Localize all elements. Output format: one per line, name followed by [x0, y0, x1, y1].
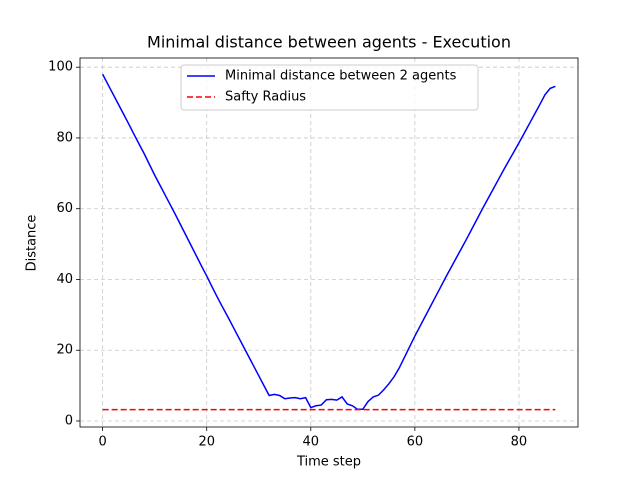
- legend-label: Safty Radius: [225, 90, 306, 105]
- x-tick-label: 40: [303, 435, 320, 450]
- legend-box: [180, 64, 479, 111]
- y-axis-label: Distance: [25, 215, 40, 272]
- y-tick-label: 40: [56, 272, 73, 287]
- y-tick-label: 60: [56, 201, 73, 216]
- legend-label: Minimal distance between 2 agents: [225, 69, 457, 84]
- y-tick-label: 20: [56, 343, 73, 358]
- x-axis-label: Time step: [296, 455, 361, 470]
- plot-frame: [79, 57, 579, 428]
- y-tick-label: 0: [65, 413, 73, 428]
- x-tick-label: 0: [98, 435, 106, 450]
- y-tick-label: 100: [48, 60, 73, 75]
- y-tick-label: 80: [56, 130, 73, 145]
- x-tick-label: 60: [407, 435, 424, 450]
- x-tick-label: 20: [198, 435, 215, 450]
- x-tick-label: 80: [511, 435, 528, 450]
- chart-title: Minimal distance between agents - Execut…: [147, 33, 511, 52]
- data-line: [101, 73, 556, 411]
